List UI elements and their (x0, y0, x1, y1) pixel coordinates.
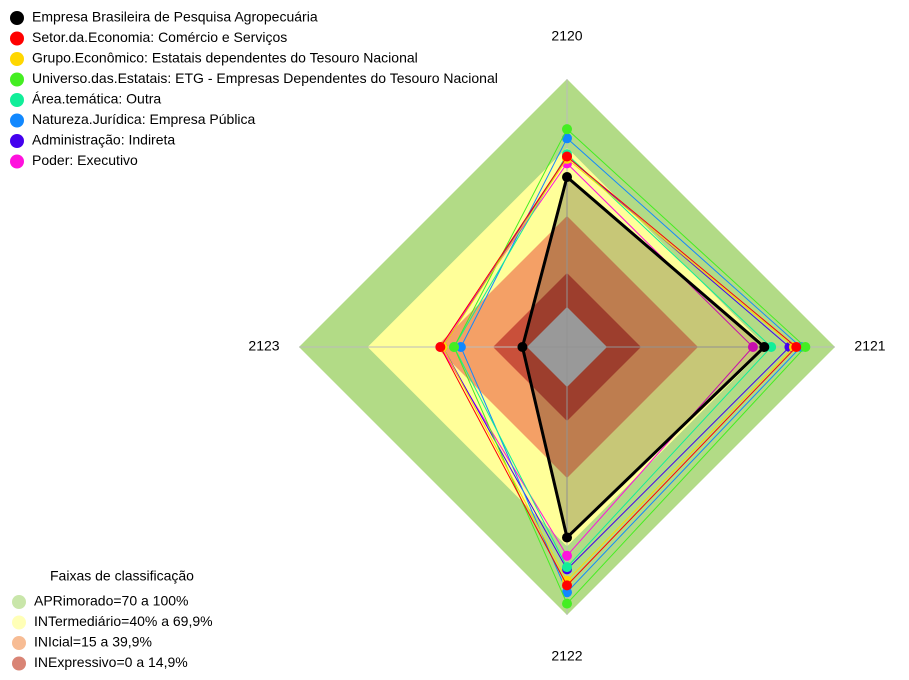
legend-marker (10, 11, 24, 25)
series-point (562, 151, 572, 162)
legend-label: Grupo.Econômico: Estatais dependentes do… (32, 50, 418, 66)
legend-marker (10, 134, 24, 148)
legend-label: Administração: Indireta (32, 132, 175, 148)
series-point (562, 562, 572, 573)
band-legend-marker (12, 615, 26, 630)
series-point (747, 342, 758, 352)
band-legend-label: INExpressivo=0 a 14,9% (34, 654, 188, 670)
band-legend-marker (12, 636, 26, 650)
bands-title: Faixas de classificação (50, 568, 194, 584)
axis-label: 2120 (551, 28, 582, 44)
legend-label: Universo.das.Estatais: ETG - Empresas De… (32, 70, 498, 86)
legend-label: Setor.da.Economia: Comércio e Serviços (32, 29, 287, 45)
axis-label: 2122 (551, 648, 582, 664)
series-point (562, 580, 572, 591)
series-point (449, 342, 460, 352)
series-point (800, 342, 811, 352)
series-point (517, 342, 528, 352)
legend-label: Poder: Executivo (32, 152, 138, 168)
legend-marker (10, 72, 24, 87)
band-legend-label: APRimorado=70 a 100% (34, 593, 189, 609)
series-point (455, 342, 466, 352)
series-point (562, 550, 572, 561)
legend-marker (10, 93, 24, 107)
band-legend-label: INTermediário=40% a 69,9% (34, 613, 213, 629)
series-point (562, 587, 572, 598)
band-legend-label: INIcial=15 a 39,9% (34, 634, 152, 650)
legend-label: Área.temática: Outra (32, 91, 161, 107)
band-legend-marker (12, 656, 26, 671)
axis-label: 2123 (248, 338, 279, 354)
series-point (435, 342, 446, 352)
legend-label: Natureza.Jurídica: Empresa Pública (32, 111, 256, 127)
series-point (562, 172, 572, 183)
series-point (759, 342, 770, 352)
legend-marker (10, 31, 24, 46)
series-point (562, 598, 572, 609)
legend-marker (10, 113, 24, 128)
series-point (791, 342, 802, 352)
series-point (562, 133, 572, 144)
axis-label: 2121 (854, 338, 885, 354)
legend-marker (10, 52, 24, 66)
series-point (766, 342, 777, 352)
legend-label: Empresa Brasileira de Pesquisa Agropecuá… (32, 9, 318, 25)
band-legend-marker (12, 595, 26, 609)
series-point (562, 124, 572, 135)
series-point (562, 532, 572, 543)
legend-marker (10, 154, 24, 169)
